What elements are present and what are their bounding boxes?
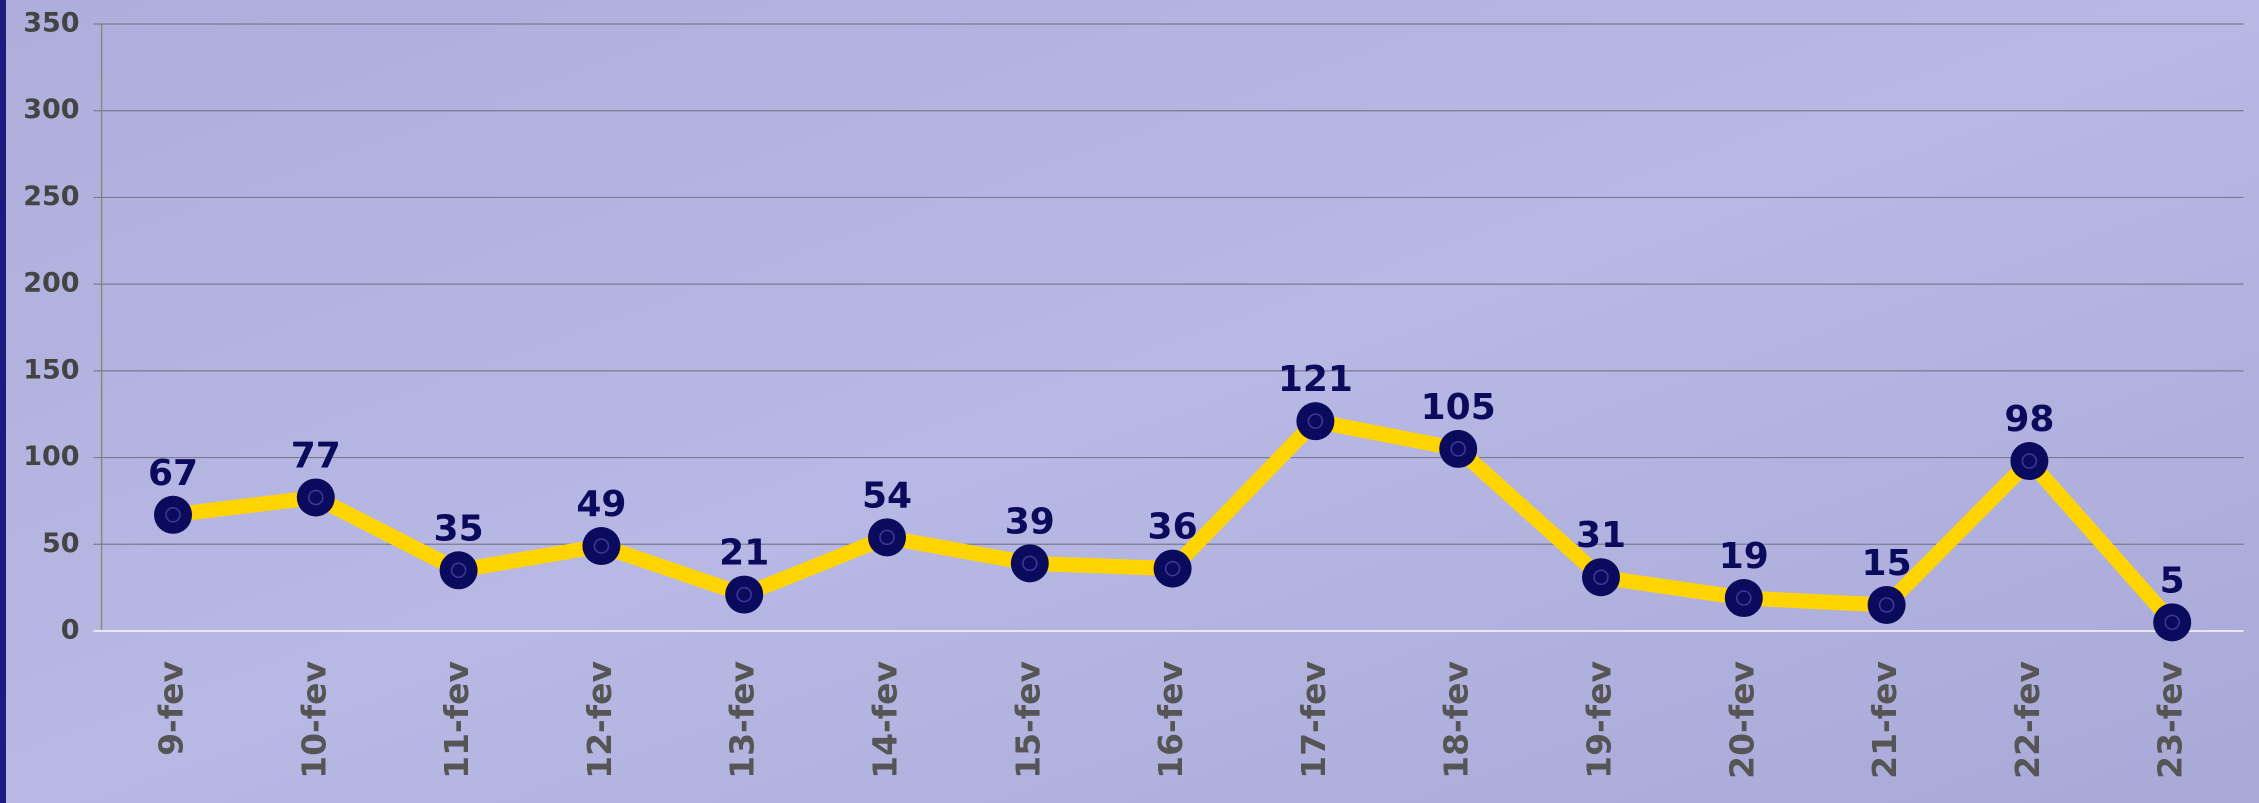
data-label: 49: [576, 484, 626, 525]
edge: [0, 0, 6, 803]
marker: [1867, 585, 1906, 624]
x-tick-label: 22-fev: [2008, 661, 2047, 779]
data-label: 36: [1148, 507, 1198, 548]
marker: [725, 575, 764, 614]
marker-ring: [1022, 555, 1038, 572]
data-label: 54: [862, 475, 912, 516]
y-tick-label: 350: [23, 8, 79, 39]
data-label: 31: [1576, 515, 1626, 556]
data-label: 15: [1862, 543, 1912, 584]
x-tick-label: 20-fev: [1722, 661, 1761, 779]
marker-ring: [879, 529, 895, 546]
data-label: 5: [2160, 560, 2185, 601]
data-label: 77: [291, 435, 341, 476]
marker: [868, 518, 906, 557]
data-label: 98: [2004, 399, 2054, 440]
x-tick-label: 11-fev: [437, 661, 476, 779]
y-tick-label: 100: [23, 441, 79, 472]
marker: [296, 478, 335, 517]
x-tick-label: 17-fev: [1294, 661, 1333, 779]
data-label: 121: [1278, 359, 1353, 400]
x-tick-label: 19-fev: [1580, 661, 1619, 779]
marker-ring: [450, 562, 467, 579]
marker-ring: [736, 586, 752, 603]
y-tick-label: 0: [61, 615, 80, 646]
data-label: 67: [148, 453, 198, 494]
marker: [439, 551, 478, 590]
x-tick-label: 15-fev: [1008, 661, 1047, 779]
marker-ring: [165, 507, 181, 523]
marker-ring: [1736, 590, 1752, 606]
data-label: 19: [1719, 536, 1769, 577]
marker: [1010, 544, 1049, 583]
marker: [1439, 429, 1478, 468]
x-tick-label: 13-fev: [723, 661, 762, 779]
marker-ring: [308, 489, 324, 506]
marker: [582, 527, 621, 566]
x-tick-label: 21-fev: [1865, 661, 1904, 779]
marker-ring: [1878, 597, 1895, 613]
y-tick-label: 50: [42, 528, 80, 559]
marker: [1724, 579, 1763, 618]
x-tick-label: 18-fev: [1437, 661, 1476, 779]
x-tick-label: 12-fev: [580, 661, 619, 779]
data-label: 21: [719, 533, 769, 574]
y-tick-label: 300: [23, 94, 79, 125]
marker-ring: [2021, 453, 2038, 469]
marker: [2153, 603, 2192, 642]
marker: [2010, 442, 2049, 481]
marker: [1153, 549, 1192, 588]
x-tick-label: 23-fev: [2151, 661, 2190, 779]
marker-ring: [1164, 560, 1181, 577]
data-label: 39: [1005, 501, 1055, 542]
marker-ring: [1593, 569, 1609, 585]
y-tick-label: 250: [23, 181, 79, 212]
marker: [154, 495, 192, 534]
x-tick-label: 10-fev: [294, 661, 333, 779]
data-label: 35: [434, 508, 484, 549]
x-tick-label: 16-fev: [1151, 661, 1190, 779]
x-tick-label: 14-fev: [866, 661, 905, 779]
marker-ring: [1307, 413, 1324, 429]
marker-ring: [1450, 441, 1466, 457]
marker: [1582, 558, 1620, 597]
x-tick-label: 9-fev: [152, 661, 191, 756]
marker: [1296, 402, 1335, 441]
y-tick-label: 200: [23, 268, 79, 299]
marker-ring: [2164, 614, 2180, 631]
y-tick-label: 150: [23, 354, 79, 385]
data-label: 105: [1421, 387, 1496, 428]
marker-ring: [593, 538, 610, 554]
